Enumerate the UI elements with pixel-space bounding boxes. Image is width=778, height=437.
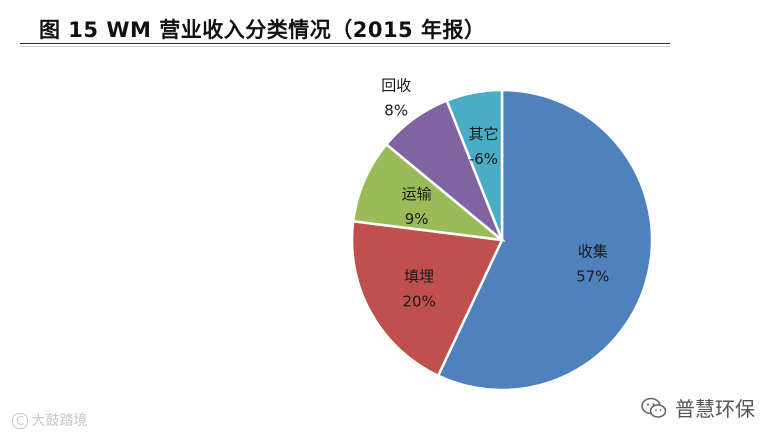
- wechat-icon: [641, 397, 667, 418]
- slice-label-1: 填埋: [404, 268, 434, 286]
- pie-slice-2: [351, 142, 507, 242]
- watermark-right: 普慧环保: [641, 393, 755, 422]
- watermark-left: C 大鼓踏境: [12, 410, 87, 430]
- slice-percent-label-1: 20%: [403, 293, 436, 311]
- slice-percent-label-3: 8%: [384, 101, 408, 119]
- slice-label-3: 回收: [381, 76, 411, 94]
- slice-label-0: 收集: [578, 242, 608, 260]
- slice-percent-label-0: 57%: [576, 267, 609, 285]
- slice-label-4: 其它: [468, 125, 498, 143]
- slice-percent-label-2: 9%: [405, 210, 429, 228]
- watermark-right-text: 普慧环保: [675, 397, 755, 421]
- pie-slice-0: [436, 88, 654, 392]
- watermark-left-text: 大鼓踏境: [31, 413, 88, 429]
- page-title: 图 15 WM 营业收入分类情况（2015 年报）: [39, 18, 486, 42]
- slice-percent-label-4: -6%: [469, 150, 498, 168]
- pie-slice-1: [350, 219, 504, 378]
- pie-slice-4: [445, 88, 504, 241]
- title-underline-light: [20, 46, 670, 47]
- slice-label-2: 运输: [402, 185, 432, 203]
- watermark-logo-icon: C: [12, 413, 29, 429]
- title-underline: [20, 43, 670, 44]
